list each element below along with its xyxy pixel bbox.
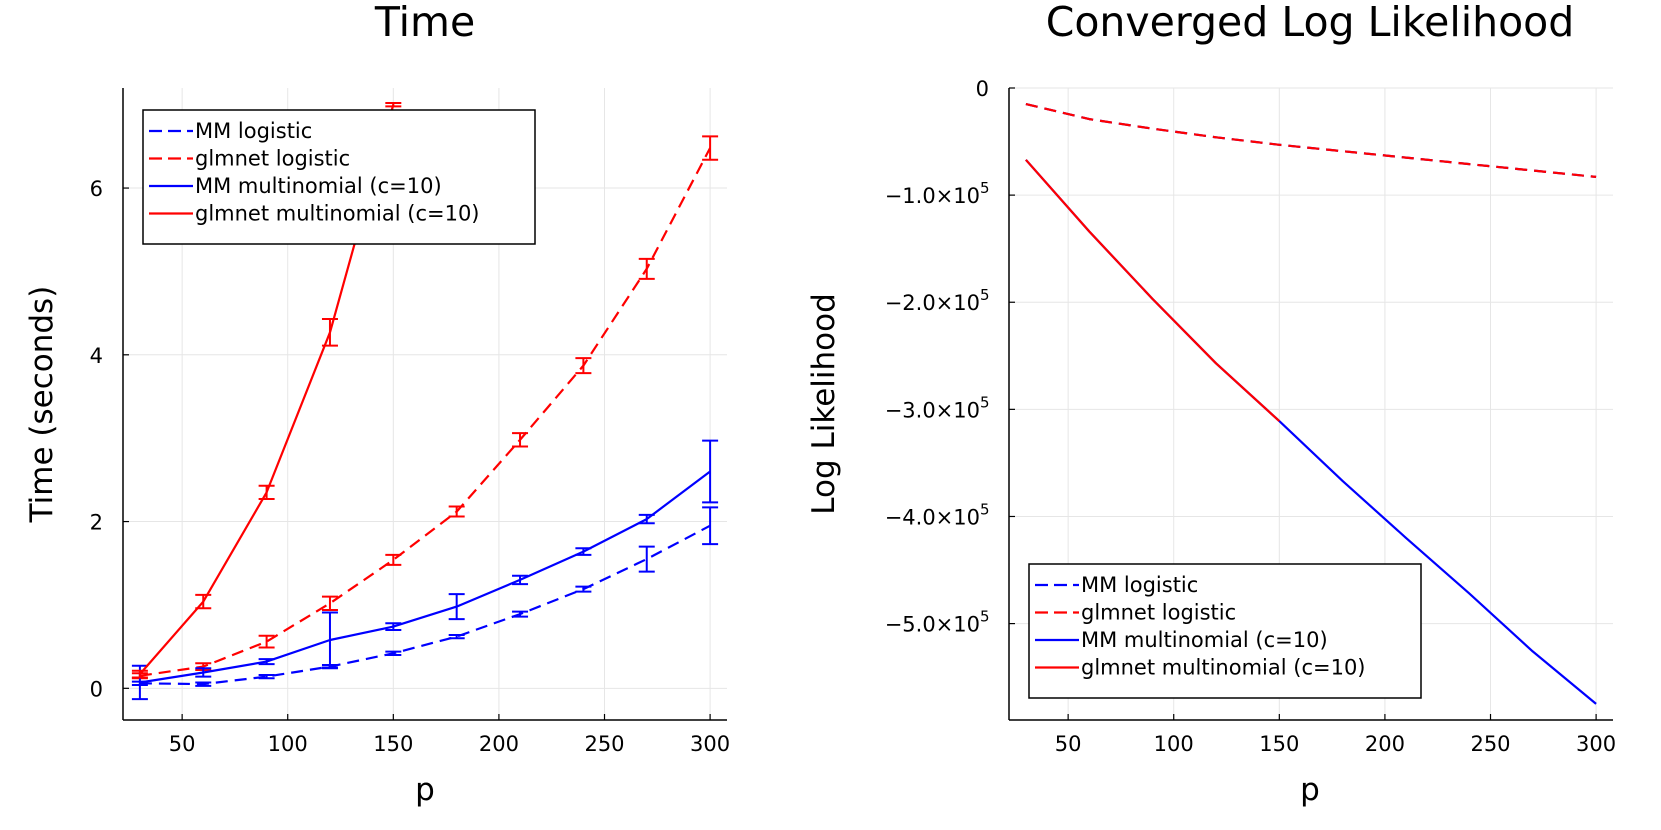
time-chart-y-axis: 0 2 4 6 — [90, 88, 129, 720]
time-chart-y-tick-label: 0 — [90, 677, 103, 701]
loglik-chart-x-tick-label: 50 — [1055, 732, 1082, 756]
time-chart-legend: MM logistic glmnet logistic MM multinomial… — [142, 109, 536, 245]
loglik-chart-legend-label-glmnet-multinomial-c-10: glmnet multinomial (c=10) — [1081, 656, 1366, 680]
loglik-chart-y-tick-label: 0 — [976, 77, 989, 101]
time-chart-errorbar-mm-logistic — [448, 633, 465, 640]
time-chart-series — [131, 102, 719, 701]
time-chart-x-tick-label: 50 — [169, 732, 196, 756]
loglik-chart-x-tick-label: 300 — [1576, 732, 1616, 756]
loglik-chart-x-tick-label: 250 — [1470, 732, 1510, 756]
time-chart-series-mm-multinomial-c-10 — [139, 470, 711, 684]
time-chart-errorbar-mm-multinomial-c-10 — [321, 611, 338, 669]
time-chart-errorbar-glmnet-multinomial-c-10 — [258, 484, 275, 501]
loglik-chart-x-tick-label: 200 — [1365, 732, 1405, 756]
time-chart-errorbar-mm-multinomial-c-10 — [512, 574, 529, 586]
loglik-chart-legend-label-mm-logistic: MM logistic — [1081, 573, 1198, 597]
loglik-chart: Converged Log Likelihood 50 100 150 200 250 3… — [806, 0, 1616, 808]
loglik-chart-y-tick-exponent: 5 — [980, 286, 990, 304]
time-chart-errorbar-glmnet-logistic — [448, 505, 465, 518]
time-chart-errorbar-mm-logistic — [385, 650, 402, 656]
time-chart-series-glmnet-logistic — [139, 147, 712, 677]
loglik-chart-x-tick-label: 150 — [1259, 732, 1299, 756]
loglik-chart-y-tick-exponent: 5 — [980, 393, 990, 411]
time-chart-errorbar-glmnet-logistic — [638, 257, 655, 280]
loglik-chart-y-tick-label: −5.0×10 — [885, 613, 980, 637]
time-chart-series-mm-logistic — [139, 524, 711, 686]
time-chart-legend-label-mm-multinomial-c-10: MM multinomial (c=10) — [195, 174, 442, 198]
loglik-chart-title: Converged Log Likelihood — [1046, 0, 1575, 46]
time-chart-y-tick-label: 2 — [90, 511, 103, 535]
loglik-chart-legend-frame — [1028, 563, 1422, 699]
time-chart-errorbar-glmnet-logistic — [258, 634, 275, 649]
time-chart-errorbar-glmnet-logistic — [702, 135, 719, 161]
time-chart-errorbar-mm-multinomial-c-10 — [258, 658, 275, 666]
time-chart-errorbar-mm-multinomial-c-10 — [195, 667, 212, 678]
time-chart-x-tick-label: 250 — [584, 732, 624, 756]
time-chart-errorbar-glmnet-logistic — [512, 432, 529, 448]
loglik-chart-series-glmnet-multinomial-c-10 — [1025, 159, 1281, 422]
time-chart-errorbar-glmnet-logistic — [575, 357, 592, 375]
time-chart-x-label: p — [415, 772, 435, 808]
time-chart-errorbar-mm-logistic — [702, 506, 719, 546]
time-chart-errorbar-mm-logistic — [195, 681, 212, 687]
time-chart-errorbar-mm-logistic — [512, 610, 529, 618]
loglik-chart-series-glmnet-logistic — [1025, 103, 1597, 178]
loglik-chart-y-tick-exponent: 5 — [980, 179, 990, 197]
time-chart: Time 50 100 150 200 250 300 0 2 4 6 p Time (seco… — [24, 0, 730, 808]
time-chart-y-label: Time (seconds) — [24, 286, 60, 524]
time-chart-errorbar-mm-multinomial-c-10 — [385, 622, 402, 631]
time-chart-errorbar-glmnet-multinomial-c-10 — [195, 593, 212, 610]
loglik-chart-legend-label-mm-multinomial-c-10: MM multinomial (c=10) — [1081, 628, 1328, 652]
time-chart-errorbar-glmnet-logistic — [321, 595, 338, 611]
time-chart-errorbar-glmnet-multinomial-c-10 — [131, 669, 148, 679]
loglik-chart-x-axis: 50 100 150 200 250 300 — [1009, 714, 1616, 756]
time-chart-errorbar-mm-logistic — [575, 585, 592, 593]
time-chart-legend-label-mm-logistic: MM logistic — [195, 119, 312, 143]
loglik-chart-y-tick-label: −3.0×10 — [885, 398, 980, 422]
loglik-chart-x-label: p — [1300, 772, 1320, 808]
loglik-chart-y-tick-label: −4.0×10 — [885, 505, 980, 529]
time-chart-grid — [123, 88, 727, 720]
time-chart-legend-label-glmnet-logistic: glmnet logistic — [195, 147, 350, 171]
time-chart-y-tick-label: 4 — [90, 344, 103, 368]
loglik-chart-legend-label-glmnet-logistic: glmnet logistic — [1081, 601, 1236, 625]
loglik-chart-y-tick-label: −2.0×10 — [885, 291, 980, 315]
time-chart-x-tick-label: 200 — [479, 732, 519, 756]
time-chart-errorbar-mm-logistic — [258, 673, 275, 680]
time-chart-legend-frame — [142, 109, 536, 245]
time-chart-y-tick-label: 6 — [90, 177, 103, 201]
time-chart-errorbar-glmnet-logistic — [385, 553, 402, 566]
time-chart-x-tick-label: 150 — [373, 732, 413, 756]
time-chart-errorbar-mm-multinomial-c-10 — [638, 513, 655, 525]
time-chart-errorbar-glmnet-multinomial-c-10 — [385, 102, 402, 108]
time-chart-legend-label-glmnet-multinomial-c-10: glmnet multinomial (c=10) — [195, 202, 480, 226]
time-chart-errorbar-mm-multinomial-c-10 — [575, 547, 592, 556]
loglik-chart-y-tick-exponent: 5 — [980, 500, 990, 518]
loglik-chart-y-tick-exponent: 5 — [980, 608, 990, 626]
time-chart-title: Time — [374, 0, 475, 46]
time-chart-errorbar-glmnet-multinomial-c-10 — [321, 317, 338, 347]
time-chart-errorbar-mm-logistic — [638, 545, 655, 573]
loglik-chart-x-tick-label: 100 — [1154, 732, 1194, 756]
loglik-chart-legend: MM logistic glmnet logistic MM multinomial… — [1028, 563, 1422, 699]
loglik-chart-series — [1025, 103, 1597, 705]
time-chart-errorbar-mm-multinomial-c-10 — [448, 593, 465, 621]
time-chart-x-tick-label: 300 — [690, 732, 730, 756]
loglik-chart-y-tick-label: −1.0×10 — [885, 184, 980, 208]
loglik-chart-y-label: Log Likelihood — [806, 293, 842, 515]
time-chart-x-axis: 50 100 150 200 250 300 — [123, 714, 730, 756]
loglik-chart-y-axis: 0−1.0×10 5−2.0×10 5−3.0×10 5−4.0×10 5−5.0×10… — [885, 77, 1015, 720]
time-chart-x-tick-label: 100 — [268, 732, 308, 756]
time-chart-errorbar-mm-multinomial-c-10 — [702, 439, 719, 504]
